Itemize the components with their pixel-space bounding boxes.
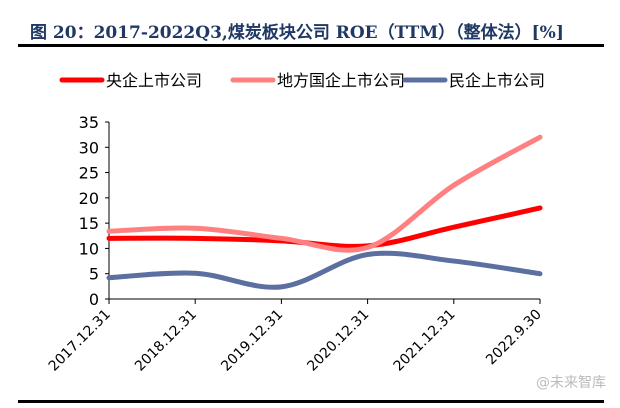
x-tick-label: 2020.12.31 — [304, 307, 372, 375]
chart-title: 图 20：2017-2022Q3,煤炭板块公司 ROE（TTM）（整体法）[%] — [30, 23, 564, 43]
y-tick-label: 5 — [89, 265, 99, 284]
x-tick-label: 2022.9.30 — [483, 307, 545, 369]
series-line-2 — [106, 250, 543, 290]
x-tick-label: 2019.12.31 — [218, 307, 286, 375]
legend-item: 地方国企上市公司 — [230, 71, 405, 90]
x-tick-label: 2018.12.31 — [132, 307, 200, 375]
y-tick-label: 30 — [79, 138, 99, 157]
bottom-rule — [18, 400, 604, 403]
y-tick-label: 20 — [79, 189, 99, 208]
legend-label: 民企上市公司 — [449, 71, 545, 90]
y-tick-label: 25 — [79, 164, 99, 183]
series-line-0 — [106, 205, 543, 249]
watermark: @未来智库 — [536, 375, 606, 391]
x-tick-label: 2021.12.31 — [391, 307, 459, 375]
legend-item: 民企上市公司 — [402, 71, 545, 90]
y-tick-label: 10 — [79, 239, 99, 258]
legend-label: 地方国企上市公司 — [277, 71, 405, 90]
y-tick-label: 15 — [79, 214, 99, 233]
x-tick-label: 2017.12.31 — [46, 307, 114, 375]
legend-item: 央企上市公司 — [59, 71, 202, 90]
legend-label: 央企上市公司 — [106, 71, 202, 90]
y-tick-label: 0 — [89, 290, 99, 309]
series-line-1 — [106, 134, 543, 253]
title-rule — [18, 44, 604, 47]
y-tick-label: 35 — [79, 113, 99, 132]
